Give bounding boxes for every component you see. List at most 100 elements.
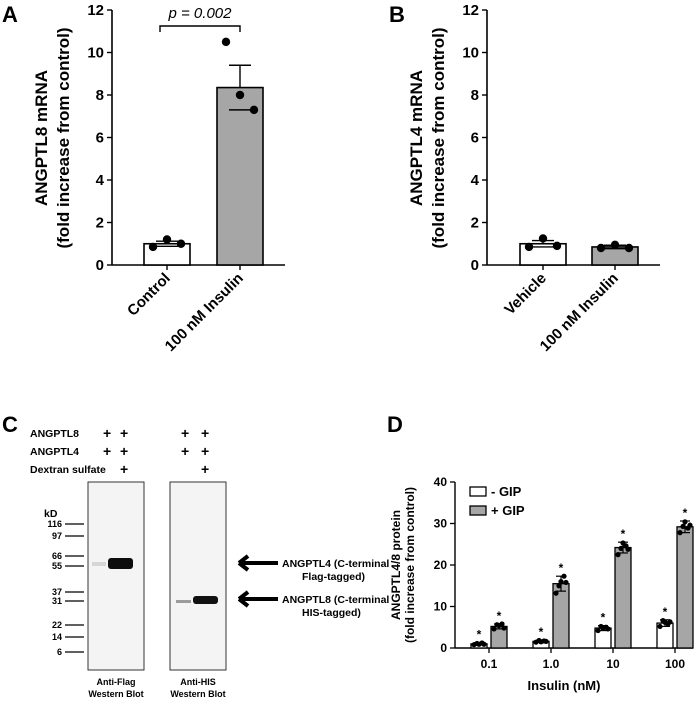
x-tick-label: 100 nM Insulin bbox=[162, 270, 247, 355]
plus-sign: + bbox=[201, 461, 209, 477]
mw-marker-label: 22 bbox=[52, 620, 62, 630]
y-tick-label: 6 bbox=[471, 130, 479, 147]
his-band bbox=[193, 596, 218, 604]
x-tick-label: 10 bbox=[606, 657, 620, 671]
data-point bbox=[553, 590, 559, 596]
y-tick-label: 4 bbox=[471, 172, 480, 189]
y-tick-label: 12 bbox=[462, 2, 479, 19]
annot-angptl8-1: ANGPTL8 (C-terminal bbox=[282, 594, 389, 606]
y-tick-label: 20 bbox=[434, 558, 448, 572]
significance-marker: * bbox=[601, 611, 606, 625]
panel-d-marks: * * * * * * * * bbox=[470, 506, 694, 649]
plus-sign: + bbox=[103, 425, 111, 441]
mw-marker-label: 6 bbox=[57, 647, 62, 657]
blot-anti-his bbox=[169, 481, 227, 671]
y-tick-label: 0 bbox=[96, 257, 104, 274]
panel-b-ylabel-2: (fold increase from control) bbox=[429, 27, 448, 248]
y-tick-label: 8 bbox=[96, 87, 104, 104]
data-point bbox=[538, 234, 548, 243]
significance-marker: * bbox=[497, 609, 502, 623]
flag-band bbox=[108, 558, 133, 569]
x-tick-label: 0.1 bbox=[481, 657, 498, 671]
y-tick-label: 10 bbox=[462, 45, 479, 62]
faint-band bbox=[92, 562, 106, 566]
plus-sign: + bbox=[201, 443, 209, 459]
x-tick-label: 1.0 bbox=[543, 657, 560, 671]
data-point bbox=[501, 625, 507, 631]
plus-sign: + bbox=[120, 461, 128, 477]
significance-marker: * bbox=[539, 625, 544, 639]
annot-angptl4-2: Flag-tagged) bbox=[302, 571, 365, 583]
plus-sign: + bbox=[120, 425, 128, 441]
legend-label-minus-gip: - GIP bbox=[491, 484, 522, 499]
panel-d-xlabel: Insulin (nM) bbox=[528, 678, 601, 693]
data-point bbox=[235, 90, 245, 100]
bar bbox=[614, 546, 632, 649]
arrow-icon bbox=[237, 590, 278, 608]
data-point bbox=[563, 579, 569, 586]
row-label-dextran: Dextran sulfate bbox=[30, 464, 106, 476]
data-point bbox=[176, 239, 186, 248]
panel-a-marks bbox=[143, 37, 264, 266]
plus-sign: + bbox=[181, 443, 189, 459]
faint-band bbox=[176, 600, 191, 603]
significance-marker: * bbox=[477, 628, 482, 642]
blot-anti-flag bbox=[87, 481, 145, 671]
data-point bbox=[249, 105, 259, 115]
bar bbox=[216, 86, 264, 266]
panel-d-axes: 0 10 20 30 40 0.1 1.0 10 100 bbox=[434, 475, 693, 671]
significance-marker: * bbox=[663, 605, 668, 619]
data-point bbox=[618, 545, 624, 552]
data-point bbox=[624, 243, 634, 253]
blot2-caption-2: Western Blot bbox=[170, 689, 225, 699]
y-tick-label: 0 bbox=[440, 641, 447, 655]
significance-marker: * bbox=[559, 561, 564, 575]
annot-angptl8-2: HIS-tagged) bbox=[302, 607, 361, 619]
blot1-caption-1: Anti-Flag bbox=[97, 677, 136, 687]
blot2-caption-1: Anti-HIS bbox=[180, 677, 216, 687]
y-tick-label: 10 bbox=[87, 45, 104, 62]
y-tick-label: 4 bbox=[96, 172, 105, 189]
mw-marker-label: 97 bbox=[52, 531, 62, 541]
panel-d-ylabel-1: ANGPTL4/8 protein bbox=[389, 510, 403, 620]
data-point bbox=[148, 242, 158, 252]
data-point bbox=[657, 623, 663, 630]
plus-sign: + bbox=[120, 443, 128, 459]
mw-marker-label: 116 bbox=[47, 519, 62, 529]
panel-label-c: C bbox=[2, 412, 18, 437]
data-point bbox=[680, 523, 686, 530]
annot-angptl4-1: ANGPTL4 (C-terminal bbox=[282, 558, 389, 570]
bar bbox=[676, 526, 694, 649]
legend-label-plus-gip: + GIP bbox=[491, 503, 525, 518]
data-point bbox=[610, 240, 620, 250]
y-tick-label: 10 bbox=[434, 600, 448, 614]
data-point bbox=[491, 626, 497, 632]
row-label-angptl4: ANGPTL4 bbox=[30, 446, 79, 458]
data-point bbox=[605, 626, 611, 632]
data-point bbox=[677, 530, 683, 536]
y-tick-label: 6 bbox=[96, 130, 104, 147]
mw-marker-label: 31 bbox=[52, 596, 62, 606]
plus-sign: + bbox=[201, 425, 209, 441]
y-tick-label: 2 bbox=[471, 215, 479, 232]
data-point bbox=[481, 641, 487, 647]
x-tick-label: 100 bbox=[665, 657, 685, 671]
data-point bbox=[595, 627, 601, 634]
y-tick-label: 40 bbox=[434, 475, 448, 489]
y-tick-label: 30 bbox=[434, 517, 448, 531]
y-tick-label: 0 bbox=[471, 257, 479, 274]
significance-marker: * bbox=[621, 527, 626, 541]
data-point bbox=[687, 522, 693, 528]
legend-swatch-minus-gip bbox=[469, 486, 487, 497]
data-point bbox=[615, 552, 621, 558]
data-point bbox=[667, 619, 673, 625]
legend-swatch-plus-gip bbox=[469, 505, 487, 516]
data-point bbox=[221, 37, 231, 47]
panel-label-a: A bbox=[2, 2, 18, 27]
data-point bbox=[561, 573, 567, 579]
data-point bbox=[682, 519, 688, 525]
